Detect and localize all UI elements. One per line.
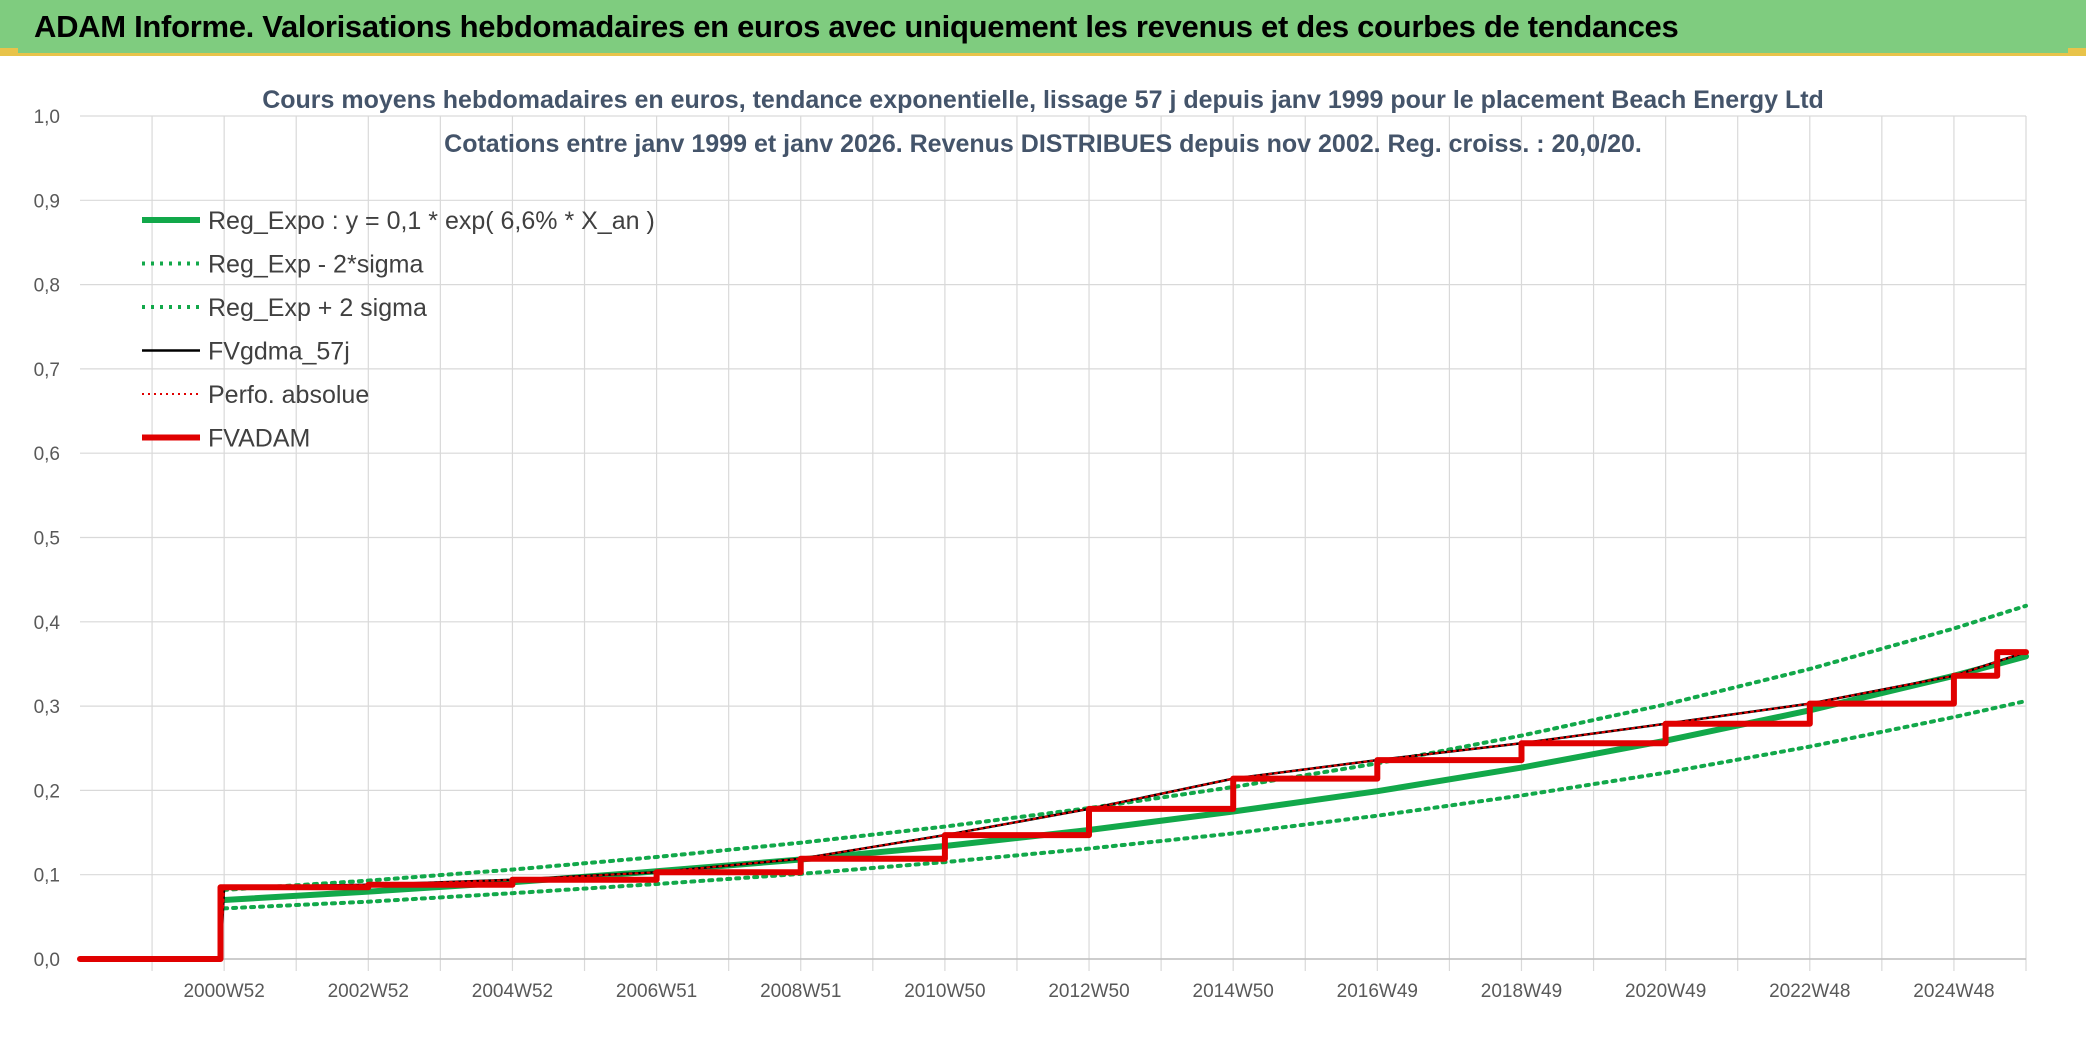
x-tick-label: 2024W48 — [1913, 981, 1994, 1002]
y-tick-labels: 0,0 0,1 0,2 0,3 0,4 0,5 0,6 0,7 0,8 0,9 1,0 — [34, 107, 61, 971]
series-line-3 — [222, 603, 2028, 892]
x-tick-labels: 2000W52 2002W52 2004W52 2006W51 2008W51 2010W… — [183, 981, 1994, 1002]
x-tick-label: 2008W51 — [760, 981, 841, 1002]
x-tick-label: 2018W49 — [1481, 981, 1562, 1002]
x-gridlines — [151, 116, 2027, 971]
y-tick-label: 0,1 — [34, 866, 60, 887]
y-tick-label: 0,5 — [34, 529, 60, 550]
legend-label: FVgdma_57j — [208, 338, 350, 366]
legend: Reg_Expo : y = 0,1 * exp( 6,6% * X_an ) R… — [142, 207, 655, 453]
x-tick-label: 2022W48 — [1769, 981, 1850, 1002]
x-tick-label: 2016W49 — [1337, 981, 1418, 1002]
report-banner: ADAM Informe. Valorisations hebdomadaire… — [0, 0, 2086, 56]
y-tick-label: 0,3 — [34, 697, 60, 718]
corner-marker-right — [2068, 48, 2086, 56]
series-line-2 — [222, 699, 2028, 911]
series-line-6 — [77, 649, 2029, 962]
y-tick-label: 1,0 — [34, 107, 60, 128]
y-tick-label: 0,8 — [34, 276, 60, 297]
x-tick-label: 2010W50 — [904, 981, 985, 1002]
x-tick-label: 2002W52 — [328, 981, 409, 1002]
legend-label: FVADAM — [208, 425, 310, 453]
chart-area: 0,0 0,1 0,2 0,3 0,4 0,5 0,6 0,7 0,8 0,9 1,0 2000W5… — [0, 56, 2086, 1038]
legend-label: Reg_Expo : y = 0,1 * exp( 6,6% * X_an ) — [208, 207, 655, 235]
x-tick-label: 2006W51 — [616, 981, 697, 1002]
y-tick-label: 0,4 — [34, 613, 61, 634]
chart-subtitle: Cotations entre janv 1999 et janv 2026. … — [444, 130, 1642, 158]
y-tick-label: 0,9 — [34, 191, 60, 212]
legend-label: Reg_Exp + 2 sigma — [208, 294, 427, 322]
y-tick-label: 0,6 — [34, 444, 60, 465]
y-tick-label: 0,0 — [34, 950, 60, 971]
chart-background — [0, 56, 2086, 1038]
chart-title: Cours moyens hebdomadaires en euros, ten… — [262, 86, 1824, 114]
x-tick-label: 2014W50 — [1193, 981, 1274, 1002]
legend-label: Reg_Exp - 2*sigma — [208, 251, 423, 279]
corner-marker-left — [0, 48, 18, 56]
series-layer — [77, 603, 2029, 962]
report-title: ADAM Informe. Valorisations hebdomadaire… — [34, 9, 1679, 44]
y-tick-label: 0,2 — [34, 781, 60, 802]
x-tick-label: 2000W52 — [183, 981, 264, 1002]
x-tick-label: 2012W50 — [1048, 981, 1129, 1002]
x-tick-label: 2020W49 — [1625, 981, 1706, 1002]
y-tick-label: 0,7 — [34, 360, 60, 381]
legend-label: Perfo. absolue — [208, 381, 369, 409]
x-tick-label: 2004W52 — [472, 981, 553, 1002]
